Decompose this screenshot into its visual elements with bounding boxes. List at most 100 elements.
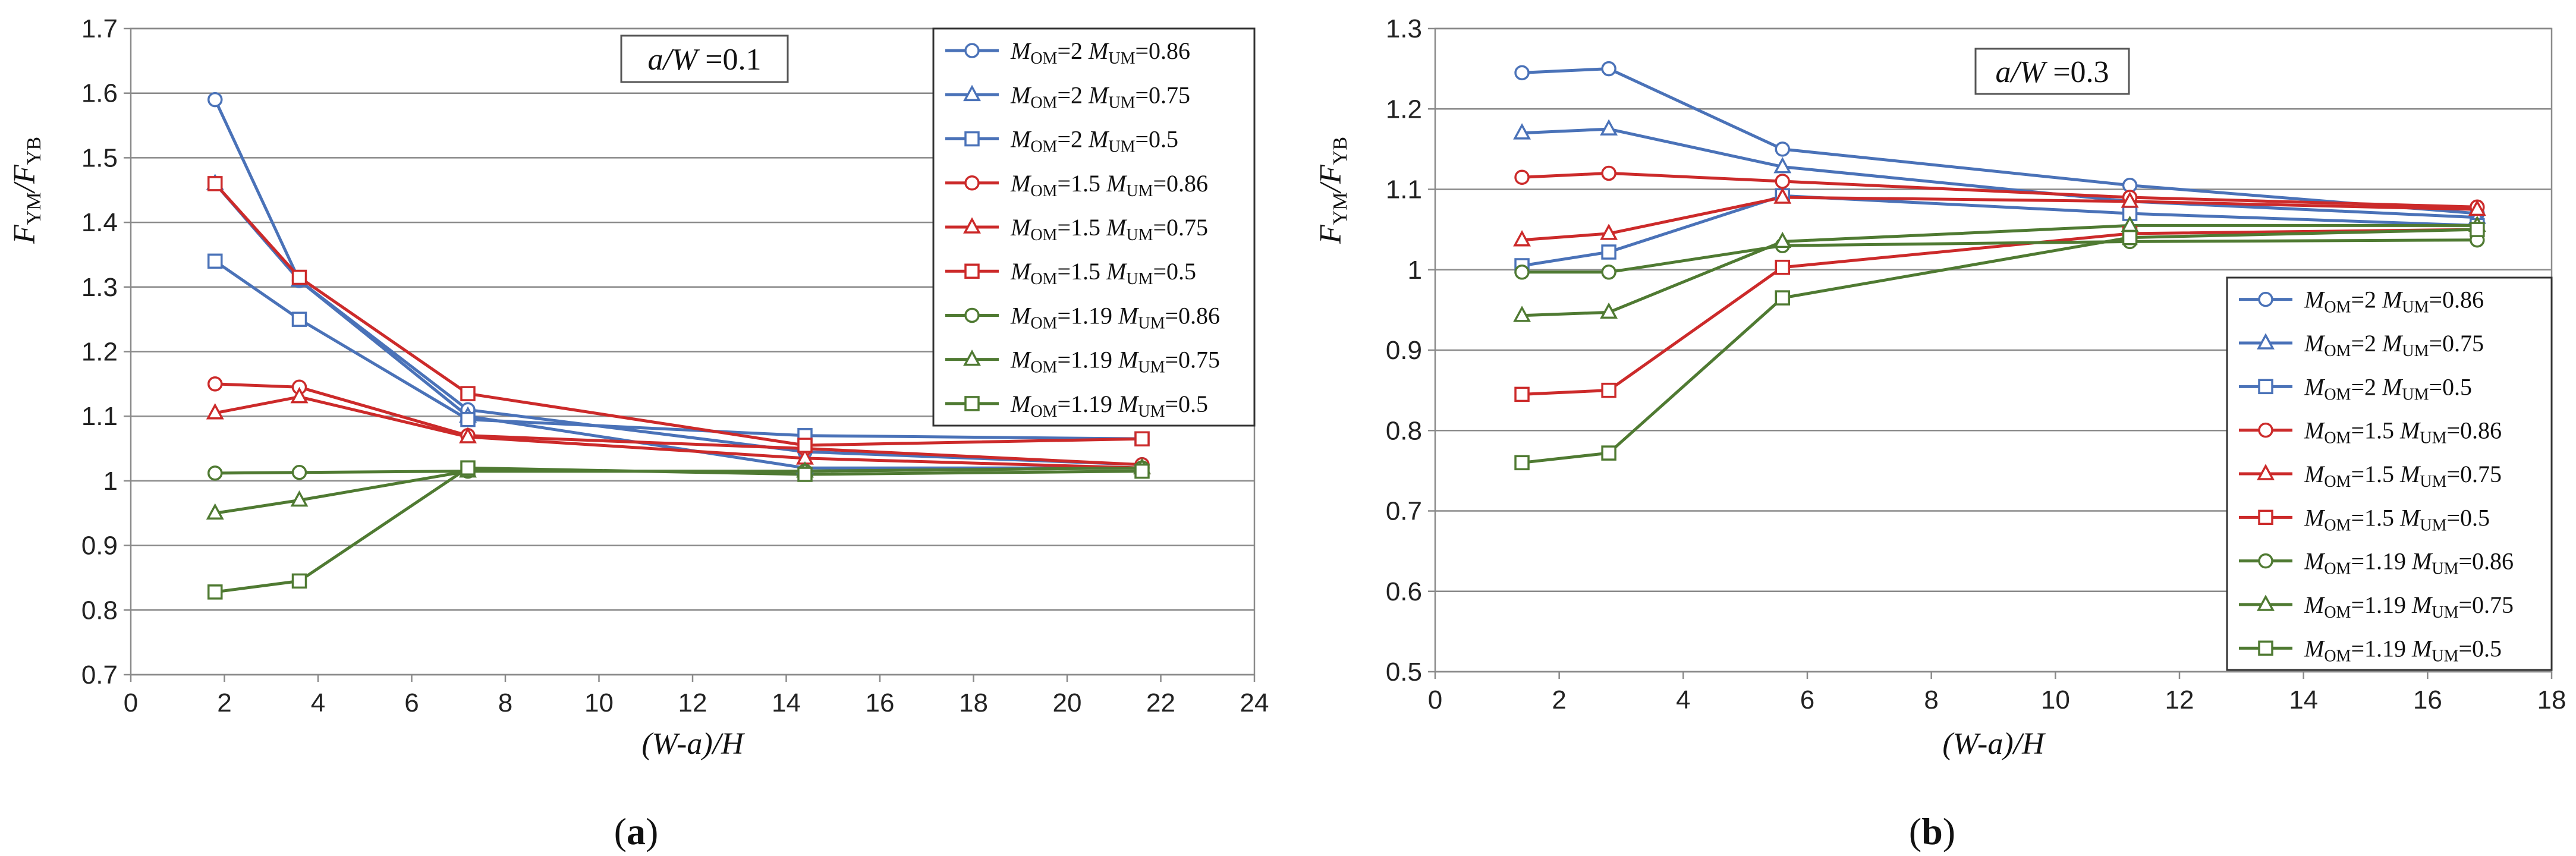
a-legend-marker-0: [964, 43, 980, 58]
b-series-3-point: [1514, 169, 1530, 185]
b-legend-marker-6: [2258, 553, 2273, 569]
a-legend-label-3: MOM=1.5 MUM=0.86: [1010, 170, 1208, 200]
b-series-2-point: [1601, 244, 1616, 260]
b-legend-label-8: MOM=1.19 MUM=0.5: [2304, 635, 2502, 665]
b-series-5-point: [1601, 382, 1616, 398]
a-x-tick-label: 22: [1146, 688, 1175, 717]
a-series-8-point: [460, 460, 476, 476]
a-series-6-point: [207, 465, 223, 481]
b-legend-label-3: MOM=1.5 MUM=0.86: [2304, 417, 2502, 448]
a-legend-label-4: MOM=1.5 MUM=0.75: [1010, 214, 1208, 244]
a-x-tick-label: 12: [678, 688, 707, 717]
b-series-8-point: [2122, 229, 2138, 246]
a-x-tick-label: 0: [124, 688, 138, 717]
b-legend-label-6: MOM=1.19 MUM=0.86: [2304, 548, 2514, 578]
a-y-tick-label: 1.5: [81, 143, 118, 172]
a-legend-marker-3: [964, 175, 980, 191]
a-legend-label-5: MOM=1.5 MUM=0.5: [1010, 258, 1196, 288]
a-legend-label-8: MOM=1.19 MUM=0.5: [1010, 391, 1208, 421]
a-series-5-point: [291, 269, 307, 285]
a-annotation-box: [620, 34, 789, 83]
b-series-0-point: [1601, 61, 1616, 77]
b-series-7-point: [1773, 231, 1792, 248]
b-series-6-point: [1514, 265, 1530, 280]
a-legend-label-2: MOM=2 MUM=0.5: [1010, 126, 1178, 156]
a-legend-label-0: MOM=2 MUM=0.86: [1010, 37, 1190, 68]
a-y-tick-label: 1.2: [81, 338, 118, 367]
a-y-tick-label: 1.1: [81, 402, 118, 431]
b-series-3-point: [1601, 165, 1616, 181]
a-panel-label: (a): [614, 810, 659, 852]
a-series-5-point: [207, 176, 223, 191]
b-annotation-box: [1974, 48, 2130, 95]
b-y-tick-label: 1.3: [1386, 14, 1422, 43]
a-legend-marker-8: [964, 396, 980, 411]
a-x-tick-label: 8: [498, 688, 512, 717]
b-y-axis-title: FYM/FYB: [1314, 137, 1351, 244]
a-legend-marker-5: [964, 263, 980, 279]
a-series-line-7: [215, 466, 1143, 515]
a-annotation-text: a/W =0.1: [647, 43, 761, 77]
a-series-7-point: [206, 503, 224, 520]
b-legend-marker-1: [2257, 333, 2275, 350]
b-x-tick-label: 16: [2413, 685, 2442, 715]
b-y-tick-label: 0.9: [1386, 336, 1422, 365]
b-legend-label-2: MOM=2 MUM=0.5: [2304, 373, 2472, 404]
b-series-8-point: [1514, 455, 1530, 471]
b-legend-label-7: MOM=1.19 MUM=0.75: [2304, 591, 2514, 622]
a-y-tick-label: 1.6: [81, 79, 118, 108]
b-series-5-point: [1775, 259, 1791, 275]
b-series-4-point: [1600, 224, 1618, 240]
a-series-5-point: [797, 438, 813, 453]
b-series-0-point: [1775, 141, 1791, 157]
a-series-8-point: [797, 467, 813, 482]
b-legend-marker-5: [2258, 509, 2273, 525]
b-legend-label-1: MOM=2 MUM=0.75: [2304, 330, 2484, 360]
b-y-tick-label: 0.5: [1386, 657, 1422, 687]
b-legend-label-5: MOM=1.5 MUM=0.5: [2304, 504, 2490, 534]
a-y-tick-label: 0.7: [81, 660, 118, 690]
b-series-1-point: [1773, 156, 1792, 174]
a-series-6-point: [291, 465, 307, 480]
a-series-7-point: [290, 490, 309, 507]
a-series-2-point: [460, 411, 476, 427]
b-series-4-point: [1513, 230, 1531, 247]
a-legend-label-6: MOM=1.19 MUM=0.86: [1010, 302, 1220, 332]
b-y-tick-label: 0.8: [1386, 416, 1422, 445]
b-legend-marker-0: [2258, 291, 2273, 307]
a-x-tick-label: 24: [1240, 688, 1269, 717]
b-x-tick-label: 14: [2289, 685, 2318, 715]
b-series-1-point: [1513, 123, 1531, 140]
b-x-tick-label: 18: [2537, 685, 2566, 715]
b-x-tick-label: 8: [1924, 685, 1938, 715]
b-legend-label-4: MOM=1.5 MUM=0.75: [2304, 461, 2502, 491]
a-x-tick-label: 14: [772, 688, 801, 717]
a-x-tick-label: 2: [217, 688, 231, 717]
b-series-8-point: [1775, 290, 1791, 306]
a-y-tick-label: 1.3: [81, 273, 118, 302]
a-series-8-point: [207, 584, 223, 600]
b-x-axis-title: (W-a)/H: [1942, 727, 2046, 761]
a-x-tick-label: 4: [311, 688, 325, 717]
a-legend-label-1: MOM=2 MUM=0.75: [1010, 81, 1190, 112]
b-series-line-3: [1521, 171, 2477, 209]
b-y-tick-label: 1.2: [1386, 95, 1422, 124]
a-series-4-point: [206, 403, 224, 420]
b-legend-marker-4: [2257, 464, 2275, 480]
b-x-tick-label: 10: [2041, 685, 2070, 715]
b-x-tick-label: 2: [1552, 685, 1566, 715]
b-x-tick-label: 12: [2165, 685, 2194, 715]
a-legend-marker-7: [963, 350, 981, 366]
b-series-1-point: [1600, 119, 1618, 136]
a-y-axis-title: FYM/FYB: [8, 137, 45, 244]
b-y-tick-label: 0.6: [1386, 577, 1422, 606]
chart-b: 0 2 4 6 8 10 12 14 16 18 0.5 0.6 0.7 0.8 0.9 1 1.1 1.2 1.3…: [1314, 14, 2566, 852]
a-x-tick-label: 20: [1053, 688, 1082, 717]
b-series-4-point: [2468, 199, 2486, 216]
a-legend-marker-2: [964, 131, 980, 147]
b-series-8-point: [2470, 222, 2485, 237]
a-y-tick-label: 1: [103, 467, 118, 496]
a-x-tick-label: 6: [404, 688, 419, 717]
a-series-8-point: [291, 573, 307, 589]
